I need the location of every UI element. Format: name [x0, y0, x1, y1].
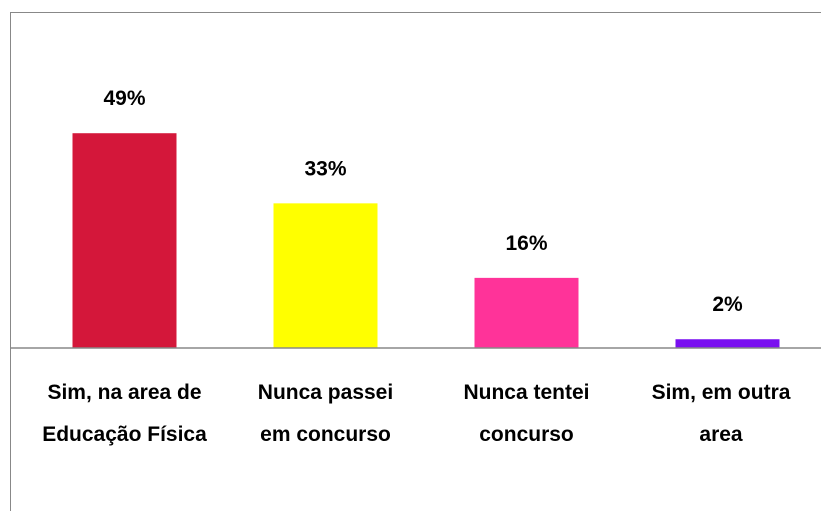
x-tick-label: Nunca tentei concurso: [463, 381, 590, 446]
bar: [72, 133, 177, 348]
frame: [10, 12, 821, 511]
value-label: 16%: [505, 232, 547, 255]
value-label: 33%: [304, 157, 346, 180]
x-tick-label: Sim, na area de Educação Física: [42, 381, 207, 446]
bar: [474, 277, 579, 348]
x-tick-label: Nunca passei em concurso: [257, 381, 394, 446]
x-tick-label: Sim, em outra area: [651, 381, 791, 446]
value-label: 49%: [103, 87, 145, 110]
value-label: 2%: [712, 293, 743, 316]
bar: [675, 339, 780, 348]
bar: [273, 203, 378, 348]
